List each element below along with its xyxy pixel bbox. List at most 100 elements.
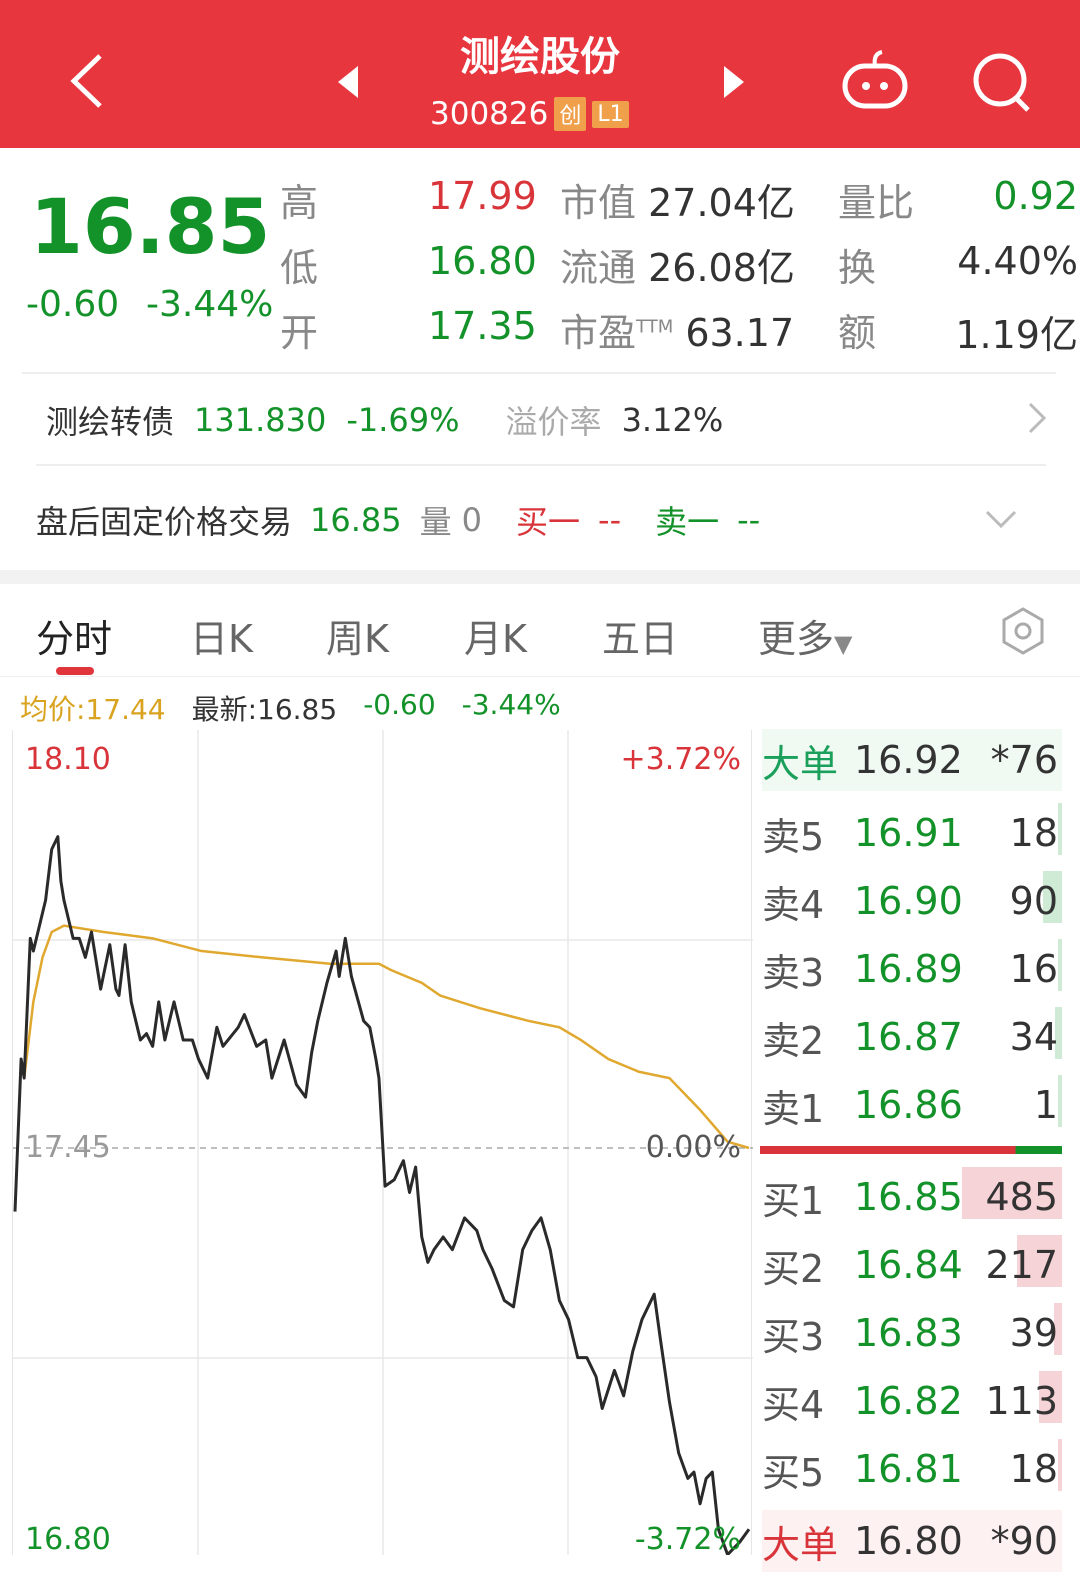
volume-ratio-label: 量比: [838, 181, 915, 225]
premium-value: 3.12%: [621, 401, 724, 439]
level-label: 卖3: [762, 950, 825, 995]
level-price: 16.90: [854, 879, 963, 923]
dropdown-triangle-icon: ▼: [834, 630, 853, 658]
stock-code: 300826: [430, 96, 549, 132]
depth-bar: [1058, 939, 1062, 991]
depth-bar: [1058, 1075, 1062, 1127]
level-price: 16.87: [854, 1015, 963, 1059]
level-qty: *90: [990, 1519, 1058, 1563]
volume-ratio-value: 0.92: [993, 174, 1078, 218]
level-price: 16.92: [854, 738, 963, 782]
after-hours-row[interactable]: 盘后固定价格交易 16.85 量 0 买一 -- 卖一 --: [36, 498, 760, 542]
level-price: 16.89: [854, 947, 963, 991]
bid-row[interactable]: 买2 16.84 217: [762, 1234, 1062, 1296]
pe-label: 市盈: [560, 311, 637, 355]
tab-daily-k[interactable]: 日K: [190, 617, 253, 661]
tab-monthly-k[interactable]: 月K: [464, 617, 527, 661]
level-qty: 16: [964, 939, 1062, 991]
level-price: 16.83: [854, 1311, 963, 1355]
bond-price: 131.830: [194, 401, 327, 439]
level-price: 16.81: [854, 1447, 963, 1491]
depth-bar: [962, 1167, 1062, 1219]
back-icon[interactable]: [66, 52, 106, 110]
ask-row[interactable]: 卖2 16.87 34: [762, 1006, 1062, 1068]
intraday-chart[interactable]: 18.10 +3.72% 17.45 0.00% 16.80 -3.72%: [12, 730, 753, 1557]
depth-bar: [1053, 1303, 1062, 1355]
bid-row[interactable]: 买4 16.82 113: [762, 1370, 1062, 1432]
last-price: 16.85: [30, 182, 271, 271]
prev-stock-icon[interactable]: [336, 64, 360, 100]
avg-price: 均价:17.44: [20, 693, 166, 726]
level-qty: 217: [964, 1235, 1062, 1287]
y-label-bottom: 16.80: [25, 1522, 111, 1557]
level-label: 大单: [762, 1522, 839, 1567]
float-cap-label: 流通: [560, 246, 637, 290]
turnover-label: 换: [838, 246, 877, 290]
tab-five-day[interactable]: 五日: [602, 617, 679, 661]
amount-label: 额: [838, 311, 877, 355]
depth-bar: [1058, 803, 1062, 855]
depth-bar: [1017, 1235, 1062, 1287]
price-change-pct: -3.44%: [146, 284, 274, 325]
level-label: 买3: [762, 1314, 825, 1359]
tab-intraday[interactable]: 分时: [36, 617, 113, 661]
ask-row[interactable]: 卖4 16.90 90: [762, 870, 1062, 932]
bid-row[interactable]: 买3 16.83 39: [762, 1302, 1062, 1364]
level-price: 16.86: [854, 1083, 963, 1127]
section-gap: [0, 570, 1080, 584]
next-stock-icon[interactable]: [722, 64, 746, 100]
price-line: [13, 835, 751, 1555]
buy1-value: --: [598, 501, 622, 539]
settings-hex-icon[interactable]: [1000, 606, 1046, 656]
bid-row[interactable]: 买5 16.81 18: [762, 1438, 1062, 1500]
tab-more-label: 更多: [758, 617, 835, 661]
y-pct-bottom: -3.72%: [634, 1522, 741, 1557]
big-order-top[interactable]: 大单 16.92 *76: [762, 729, 1062, 791]
robot-assistant-icon[interactable]: [840, 48, 910, 112]
latest-price: 最新:16.85: [191, 693, 338, 726]
tab-weekly-k[interactable]: 周K: [326, 617, 389, 661]
active-tab-indicator: [56, 667, 94, 675]
market-cap-label: 市值: [560, 181, 637, 225]
sell1-value: --: [737, 501, 761, 539]
level-qty: 90: [964, 871, 1062, 923]
stock-code-row: 300826 创 L1: [430, 96, 629, 132]
chevron-down-icon[interactable]: [984, 508, 1018, 530]
y-pct-mid: 0.00%: [645, 1130, 741, 1165]
y-label-top: 18.10: [25, 742, 111, 777]
level-label: 买2: [762, 1246, 825, 1291]
low-value: 16.80: [428, 239, 537, 283]
low-label: 低: [280, 246, 319, 290]
search-icon[interactable]: [970, 50, 1034, 114]
open-label: 开: [280, 311, 319, 355]
divider: [36, 464, 1046, 466]
level-label: 卖2: [762, 1018, 825, 1063]
after-hours-vol: 0: [461, 501, 482, 539]
tab-more[interactable]: 更多▼: [758, 608, 852, 663]
depth-bar: [1055, 1007, 1062, 1059]
latest-pct: -3.44%: [461, 688, 561, 721]
amount-value: 1.19亿: [955, 313, 1078, 357]
chevron-right-icon[interactable]: [1026, 400, 1048, 436]
bid-row[interactable]: 买1 16.85 485: [762, 1166, 1062, 1228]
level-qty: *76: [990, 738, 1058, 782]
big-order-bottom[interactable]: 大单 16.80 *90: [762, 1510, 1062, 1572]
ask-row[interactable]: 卖5 16.91 18: [762, 802, 1062, 864]
bond-name: 测绘转债: [46, 403, 175, 441]
price-change: -0.60: [26, 284, 120, 325]
market-cap-value: 27.04亿: [648, 181, 795, 225]
chart-canvas: [13, 730, 753, 1555]
ask-row[interactable]: 卖3 16.89 16: [762, 938, 1062, 1000]
level-price: 16.82: [854, 1379, 963, 1423]
divider: [22, 372, 1056, 374]
after-hours-label: 盘后固定价格交易: [36, 503, 293, 541]
after-hours-price: 16.85: [310, 501, 402, 539]
ask-row[interactable]: 卖1 16.86 1: [762, 1074, 1062, 1136]
convertible-bond-row[interactable]: 测绘转债 131.830 -1.69% 溢价率 3.12%: [46, 398, 1056, 442]
after-hours-vol-label: 量: [419, 503, 452, 541]
depth-bar: [1038, 1371, 1062, 1423]
buy1-label: 买一: [516, 503, 581, 541]
sell1-label: 卖一: [655, 503, 720, 541]
turnover-value: 4.40%: [957, 239, 1078, 283]
board-tag: 创: [554, 97, 587, 131]
